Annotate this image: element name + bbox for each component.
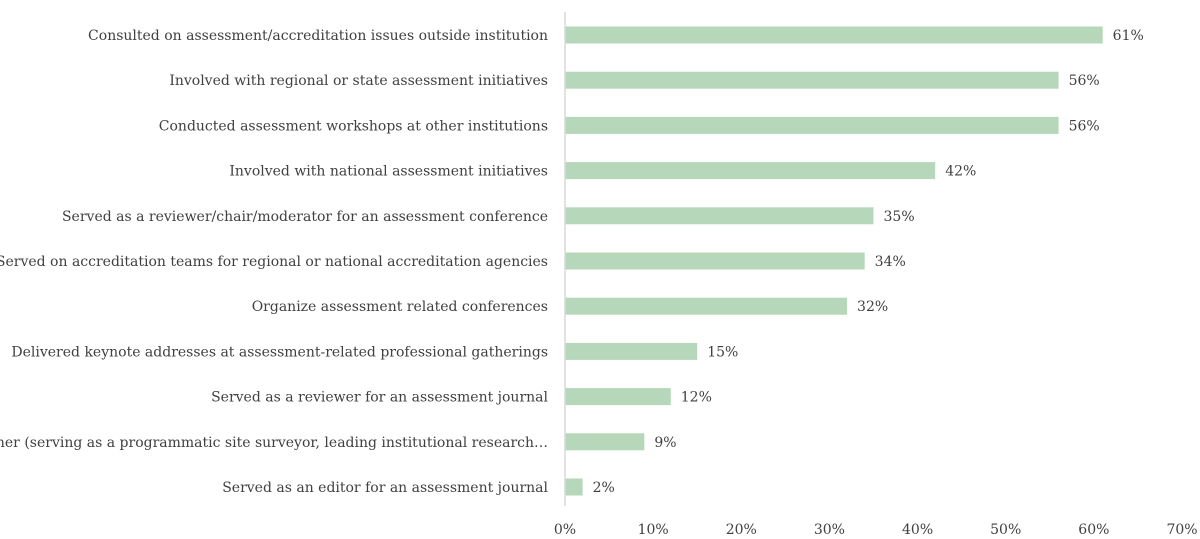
category-label: Consulted on assessment/accreditation is… bbox=[88, 28, 548, 44]
data-label: 34% bbox=[875, 254, 906, 270]
category-label: Involved with national assessment initia… bbox=[229, 164, 548, 180]
category-label: Organize assessment related conferences bbox=[252, 299, 548, 315]
bar bbox=[565, 388, 671, 406]
data-label: 42% bbox=[945, 164, 976, 180]
category-label: Involved with regional or state assessme… bbox=[169, 73, 548, 89]
data-labels-group: 61% 56% 56% 42% 35% 34% 32% 15% 12% 9% 2% bbox=[593, 28, 1144, 496]
x-tick-label: 0% bbox=[554, 522, 576, 538]
x-tick-label: 30% bbox=[814, 522, 845, 538]
bar bbox=[565, 207, 874, 225]
data-label: 9% bbox=[654, 435, 676, 451]
data-label: 32% bbox=[857, 299, 888, 315]
x-tick-label: 70% bbox=[1166, 522, 1197, 538]
category-label: Served as a reviewer/chair/moderator for… bbox=[62, 209, 548, 225]
bar bbox=[565, 26, 1103, 44]
data-label: 35% bbox=[884, 209, 915, 225]
data-label: 15% bbox=[707, 344, 738, 360]
category-labels-group: Consulted on assessment/accreditation is… bbox=[0, 28, 549, 496]
x-tick-label: 50% bbox=[990, 522, 1021, 538]
category-label: Served on accreditation teams for region… bbox=[0, 254, 548, 270]
x-tick-label: 20% bbox=[726, 522, 757, 538]
category-label: Conducted assessment workshops at other … bbox=[159, 118, 548, 134]
bars-group bbox=[565, 26, 1103, 496]
data-label: 12% bbox=[681, 390, 712, 406]
x-tick-label: 60% bbox=[1078, 522, 1109, 538]
data-label: 56% bbox=[1069, 118, 1100, 134]
x-tick-labels-group: 0% 10% 20% 30% 40% 50% 60% 70% bbox=[554, 522, 1198, 538]
category-label: Served as an editor for an assessment jo… bbox=[222, 480, 548, 496]
data-label: 2% bbox=[593, 480, 615, 496]
category-label: Served as a reviewer for an assessment j… bbox=[211, 390, 548, 406]
bar bbox=[565, 116, 1059, 134]
data-label: 61% bbox=[1113, 28, 1144, 44]
bar bbox=[565, 478, 583, 496]
bar bbox=[565, 71, 1059, 89]
category-label: Other (serving as a programmatic site su… bbox=[0, 435, 548, 451]
bar bbox=[565, 433, 645, 451]
bar bbox=[565, 297, 848, 315]
bar bbox=[565, 252, 865, 270]
bar bbox=[565, 342, 698, 360]
category-label: Delivered keynote addresses at assessmen… bbox=[11, 344, 548, 360]
x-tick-label: 40% bbox=[902, 522, 933, 538]
x-tick-label: 10% bbox=[638, 522, 669, 538]
bar bbox=[565, 162, 936, 180]
data-label: 56% bbox=[1069, 73, 1100, 89]
